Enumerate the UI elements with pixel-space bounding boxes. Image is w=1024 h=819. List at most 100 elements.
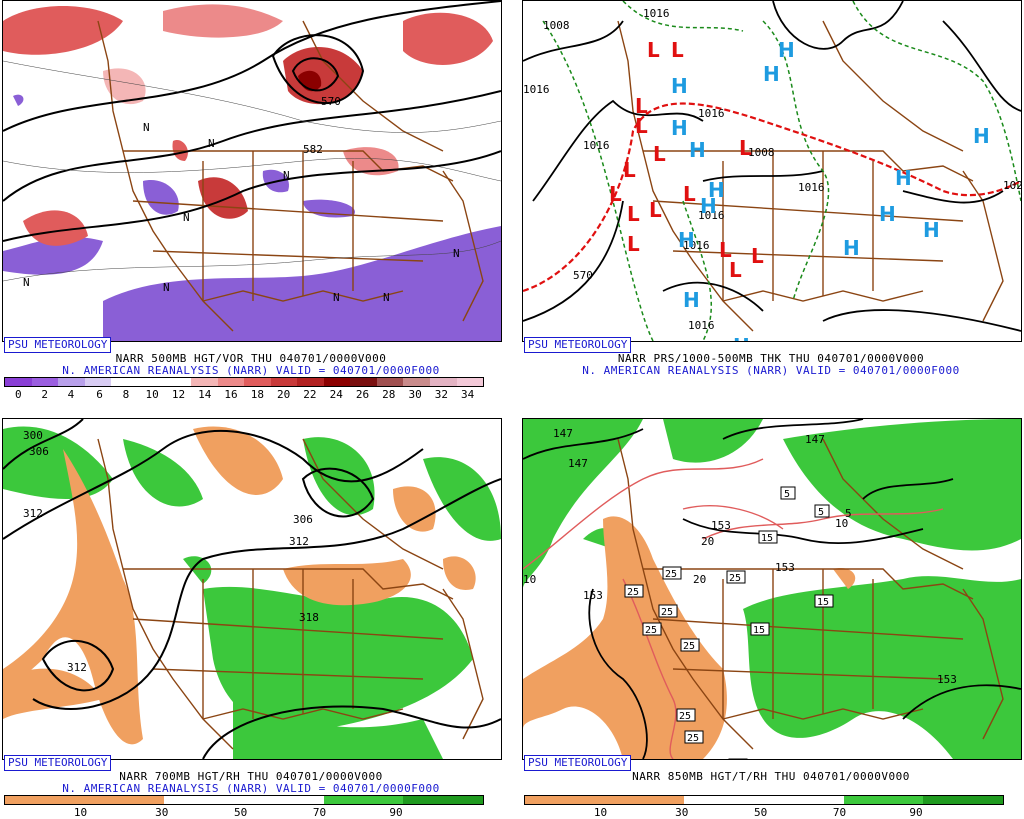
map-title: NARR 500MB HGT/VOR THU 040701/0000V000 bbox=[115, 352, 387, 365]
colorbar-segment bbox=[244, 796, 324, 804]
colorbar-segment bbox=[376, 378, 404, 386]
colorbar-segment bbox=[525, 796, 605, 804]
geography-lines bbox=[97, 20, 484, 332]
colorbar-tick: 4 bbox=[67, 388, 75, 401]
svg-text:25: 25 bbox=[627, 587, 639, 598]
moist-area bbox=[3, 426, 113, 499]
colorbar-tick: 30 bbox=[675, 806, 689, 819]
panel-850mb-rh: 147 147 147 153 153 153 153 5 10 10 20 2… bbox=[520, 418, 1022, 819]
thickness-540-570 bbox=[523, 102, 1021, 293]
panel-500mb-vorticity: 570 582 N N N N N N N N N PSU METEOROLOG… bbox=[0, 0, 502, 401]
svg-text:25: 25 bbox=[661, 607, 673, 618]
vorticity-contours bbox=[3, 60, 501, 282]
colorbar-tick: 50 bbox=[753, 806, 768, 819]
low-symbol: L bbox=[623, 158, 636, 182]
colorbar-tick: 34 bbox=[461, 388, 475, 401]
dry-area bbox=[3, 449, 143, 745]
svg-text:10: 10 bbox=[835, 517, 848, 530]
colorbar-tick: 16 bbox=[224, 388, 238, 401]
low-symbol: L bbox=[635, 114, 648, 138]
high-symbol: H bbox=[689, 138, 706, 162]
high-symbol: H bbox=[895, 166, 912, 190]
svg-text:25: 25 bbox=[665, 569, 677, 580]
contour-labels: 300 306 312 306 312 318 312 bbox=[23, 429, 319, 674]
low-symbol: L bbox=[683, 182, 696, 206]
colorbar-tick: 30 bbox=[155, 806, 169, 819]
colorbar-segment bbox=[923, 796, 1004, 804]
map-850mb: 147 147 147 153 153 153 153 5 10 10 20 2… bbox=[522, 418, 1022, 760]
svg-text:25: 25 bbox=[683, 641, 695, 652]
isobars bbox=[523, 1, 1021, 332]
svg-text:15: 15 bbox=[761, 533, 773, 544]
svg-text:1016: 1016 bbox=[698, 107, 725, 120]
high-symbol: H bbox=[671, 74, 688, 98]
svg-text:1008: 1008 bbox=[543, 19, 570, 32]
svg-text:1008: 1008 bbox=[748, 146, 775, 159]
contour-label: 570 bbox=[321, 95, 341, 108]
colorbar-tick: 90 bbox=[909, 806, 923, 819]
colorbar-tick: 22 bbox=[303, 388, 317, 401]
svg-text:1016: 1016 bbox=[698, 209, 725, 222]
colorbar-tick: 28 bbox=[382, 388, 396, 401]
dry-area bbox=[3, 668, 103, 719]
colorbar-segment bbox=[84, 796, 165, 804]
map-700mb-svg: 300 306 312 306 312 318 312 bbox=[3, 419, 501, 759]
height-contours bbox=[3, 419, 501, 759]
low-symbol: L bbox=[649, 198, 662, 222]
low-symbol: L bbox=[635, 94, 648, 118]
low-symbol: L bbox=[609, 182, 622, 206]
svg-text:10: 10 bbox=[523, 573, 536, 586]
vorticity-negative-area bbox=[103, 226, 501, 341]
geography-lines bbox=[617, 20, 1004, 332]
dry-area bbox=[523, 516, 727, 759]
high-symbol: H bbox=[671, 116, 688, 140]
colorbar-segment bbox=[456, 378, 484, 386]
high-symbol: H bbox=[843, 236, 860, 260]
colorbar-tick: 8 bbox=[122, 388, 130, 401]
svg-text:5: 5 bbox=[818, 507, 824, 518]
vorticity-positive-area bbox=[343, 147, 399, 176]
colorbar-segment bbox=[764, 796, 844, 804]
map-subtitle: N. AMERICAN REANALYSIS (NARR) VALID = 04… bbox=[62, 364, 440, 377]
svg-text:N: N bbox=[208, 137, 215, 150]
svg-text:N: N bbox=[383, 291, 390, 304]
colorbar-segment bbox=[84, 378, 112, 386]
colorbar-segment bbox=[403, 378, 430, 386]
svg-text:312: 312 bbox=[23, 507, 43, 520]
high-symbol: H bbox=[700, 194, 717, 218]
colorbar-segment bbox=[137, 378, 165, 386]
low-pressure-centers: L L L L L L L L L L L L L L L bbox=[609, 38, 764, 282]
colorbar-segment bbox=[190, 378, 218, 386]
colorbar-segment bbox=[350, 378, 377, 386]
map-pressure-svg: 1008 1016 1016 1016 1016 1008 1016 1016 … bbox=[523, 1, 1021, 341]
svg-text:306: 306 bbox=[29, 445, 49, 458]
colorbar bbox=[4, 377, 484, 387]
geography-lines bbox=[617, 438, 1004, 750]
high-symbol: H bbox=[678, 228, 695, 252]
colorbar-segment bbox=[843, 796, 924, 804]
high-symbol: H bbox=[778, 38, 795, 62]
map-subtitle: N. AMERICAN REANALYSIS (NARR) VALID = 04… bbox=[62, 782, 440, 795]
vorticity-negative-area bbox=[3, 236, 103, 275]
dry-area bbox=[443, 556, 476, 590]
map-500mb: 570 582 N N N N N N N N N bbox=[2, 0, 502, 342]
svg-text:300: 300 bbox=[23, 429, 43, 442]
colorbar-tick: 24 bbox=[329, 388, 343, 401]
svg-text:5: 5 bbox=[845, 507, 852, 520]
vorticity-positive-area bbox=[198, 177, 248, 219]
svg-text:312: 312 bbox=[67, 661, 87, 674]
low-symbol: L bbox=[719, 238, 732, 262]
colorbar-tick: 32 bbox=[434, 388, 448, 401]
svg-text:1016: 1016 bbox=[583, 139, 610, 152]
svg-text:1016: 1016 bbox=[688, 319, 715, 332]
moist-area bbox=[183, 556, 212, 584]
colorbar-segment bbox=[323, 796, 404, 804]
map-500mb-svg: 570 582 N N N N N N N N N bbox=[3, 1, 501, 341]
svg-text:25: 25 bbox=[687, 733, 699, 744]
temperature-contours bbox=[523, 458, 944, 759]
colorbar-ticks: 0 2 4 6 8 10 12 14 16 18 20 22 24 26 28 … bbox=[4, 388, 482, 401]
colorbar-tick: 10 bbox=[593, 806, 608, 819]
colorbar-tick: 6 bbox=[96, 388, 103, 401]
colorbar-tick: 90 bbox=[389, 806, 403, 819]
low-symbol: L bbox=[729, 258, 742, 282]
